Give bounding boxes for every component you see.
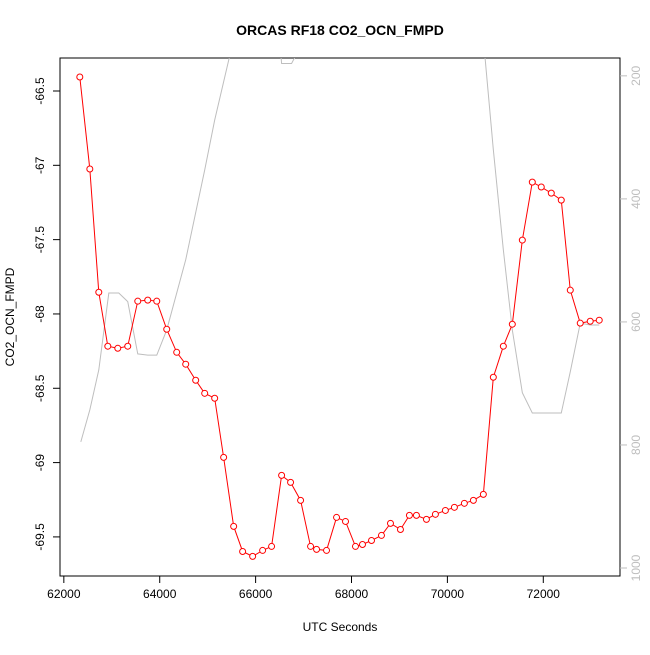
- data-point: [287, 478, 295, 486]
- plot-frame: [59, 57, 621, 577]
- data-point: [297, 496, 305, 504]
- series-line: [80, 58, 600, 443]
- data-point: [479, 490, 487, 498]
- y2-tick-label: 1000: [629, 554, 643, 581]
- data-point: [268, 542, 276, 550]
- data-point: [220, 453, 228, 461]
- data-point: [342, 517, 350, 525]
- x-tick-label: 62000: [47, 587, 81, 601]
- data-point: [333, 513, 341, 521]
- data-point: [499, 342, 507, 350]
- data-point: [358, 540, 366, 548]
- y-tick-label: -69: [33, 454, 47, 472]
- data-point: [368, 536, 375, 544]
- data-point: [230, 522, 238, 530]
- data-point: [173, 348, 181, 356]
- data-point: [412, 511, 420, 519]
- data-point: [377, 531, 385, 539]
- data-point: [163, 325, 171, 333]
- data-point: [386, 519, 394, 527]
- data-point: [508, 320, 516, 328]
- y2-tick-label: 400: [629, 189, 643, 209]
- data-point: [211, 394, 219, 402]
- data-point: [576, 319, 584, 327]
- data-point: [405, 511, 413, 519]
- data-point: [144, 296, 152, 304]
- data-point: [114, 344, 122, 352]
- y-axis-label: CO2_OCN_FMPD: [3, 267, 17, 366]
- data-point: [441, 506, 449, 514]
- data-point: [351, 542, 359, 550]
- y-tick-label: -67.5: [33, 226, 47, 254]
- data-point: [249, 552, 257, 560]
- plot-area: [76, 58, 603, 560]
- data-point: [431, 510, 439, 518]
- data-point: [86, 165, 94, 173]
- data-point: [201, 389, 209, 397]
- data-point: [489, 373, 497, 381]
- y-tick-label: -67: [33, 156, 47, 174]
- data-point: [537, 183, 545, 191]
- data-point: [95, 288, 103, 296]
- data-point: [528, 178, 536, 186]
- y2-tick-label: 800: [629, 435, 643, 455]
- data-point: [278, 471, 286, 479]
- data-point: [192, 376, 200, 384]
- chart-title: ORCAS RF18 CO2_OCN_FMPD: [236, 22, 444, 38]
- data-point: [313, 545, 321, 553]
- data-point: [239, 547, 247, 555]
- y-tick-label: -66.5: [33, 77, 47, 105]
- x-axis-label: UTC Seconds: [303, 620, 378, 634]
- data-point: [124, 342, 132, 350]
- x-tick-label: 66000: [239, 587, 273, 601]
- data-point: [153, 297, 161, 305]
- x-tick-label: 72000: [527, 587, 561, 601]
- data-point: [323, 546, 331, 554]
- data-point: [182, 360, 190, 368]
- y-tick-label: -68: [33, 305, 47, 323]
- x-tick-label: 70000: [431, 587, 465, 601]
- data-point: [566, 286, 574, 294]
- data-point: [134, 297, 142, 305]
- data-point: [460, 499, 468, 507]
- y2-tick-label: 600: [629, 312, 643, 332]
- data-point: [586, 317, 594, 325]
- data-point: [76, 73, 84, 81]
- data-point: [469, 496, 477, 504]
- x-tick-label: 68000: [335, 587, 369, 601]
- data-point: [422, 515, 430, 523]
- data-point: [396, 525, 404, 533]
- y-tick-label: -68.5: [33, 374, 47, 402]
- data-point: [450, 503, 458, 511]
- x-tick-label: 64000: [143, 587, 177, 601]
- data-point: [547, 189, 555, 197]
- data-point: [104, 342, 112, 350]
- data-point: [259, 546, 267, 554]
- data-point: [518, 236, 526, 244]
- y-tick-label: -69.5: [33, 523, 47, 551]
- y2-tick-label: 200: [629, 66, 643, 86]
- data-point: [557, 196, 565, 204]
- data-point: [595, 316, 603, 324]
- series-line: [79, 76, 600, 557]
- data-point: [307, 542, 315, 550]
